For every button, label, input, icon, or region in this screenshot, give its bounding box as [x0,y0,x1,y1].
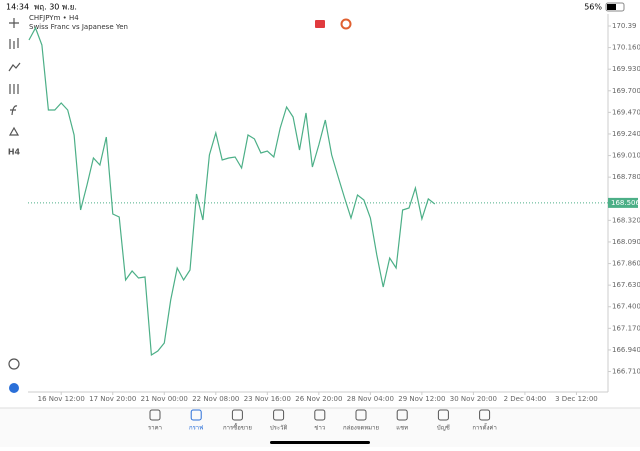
y-tick-label: 169.240 [612,130,640,138]
tab-icon[interactable] [149,409,161,421]
y-tick-label: 167.400 [612,303,640,311]
tab-label[interactable]: บัญชี [437,424,450,432]
y-tick-label: 169.700 [612,87,640,95]
tab-icon[interactable] [355,409,367,421]
x-tick-label: 16 Nov 12:00 [38,395,85,403]
current-price-label: 168.506 [611,199,640,207]
tab-label[interactable]: ราคา [148,425,162,432]
y-tick-label: 167.170 [612,324,640,332]
x-tick-label: 21 Nov 00:00 [141,395,188,403]
y-tick-label: 170.160 [612,44,640,52]
x-tick-label: 23 Nov 16:00 [244,395,291,403]
x-tick-label: 22 Nov 08:00 [192,395,239,403]
search-tool[interactable] [8,358,20,370]
indicators-tool[interactable] [8,62,21,72]
tab-bar [0,408,640,447]
home-indicator [270,441,370,444]
current-price-box [608,197,638,208]
function-tool[interactable] [10,105,18,116]
y-tick-label: 167.860 [612,260,640,268]
y-tick-label: 170.39 [612,22,637,30]
battery-icon [605,2,625,12]
one-click-trading[interactable] [315,20,325,28]
timeframe-button[interactable]: H4 [8,148,21,157]
status-battery: 56% [584,3,602,12]
y-tick-label: 169.930 [612,65,640,73]
y-tick-label: 166.710 [612,368,640,376]
settings-tool[interactable] [9,84,19,94]
tab-label[interactable]: การตั้งค่า [472,422,496,432]
x-tick-label: 29 Nov 12:00 [398,395,445,403]
tab-label[interactable]: ประวัติ [270,425,288,432]
price-line [28,26,436,357]
tab-icon[interactable] [396,409,408,421]
symbol-name: CHFJPYm • H4 [29,14,79,22]
crosshair-tool[interactable] [9,18,19,28]
y-tick-label: 169.010 [612,152,640,160]
x-tick-label: 26 Nov 20:00 [295,395,342,403]
status-time: 14:34 [6,3,29,12]
tab-icon[interactable] [437,409,449,421]
side-toolbar [8,18,21,370]
y-tick-label: 168.320 [612,216,640,224]
y-tick-label: 168.090 [612,238,640,246]
x-tick-label: 17 Nov 20:00 [89,395,136,403]
y-tick-label: 168.780 [612,173,640,181]
symbol-description: Swiss Franc vs Japanese Yen [29,23,128,31]
tab-icon[interactable] [314,409,326,421]
x-tick-label: 28 Nov 04:00 [347,395,394,403]
tab-icon[interactable] [273,409,285,421]
y-tick-label: 167.630 [612,281,640,289]
y-tick-label: 166.940 [612,346,640,354]
tab-icon[interactable] [231,409,243,421]
tab-icon[interactable] [479,409,491,421]
x-tick-label: 30 Nov 20:00 [450,395,497,403]
tab-label[interactable]: การซื้อขาย [223,422,252,432]
objects-tool[interactable] [8,126,20,136]
status-date: พฤ. 30 พ.ย. [34,3,77,12]
tab-label[interactable]: ข่าว [314,425,325,432]
battery-level [607,4,616,10]
tab-label[interactable]: กราฟ [189,425,203,432]
tab-label[interactable]: แชท [396,425,408,432]
x-tick-label: 3 Dec 12:00 [555,395,598,403]
broker-icon[interactable] [9,383,19,393]
tab-icon[interactable] [190,409,202,421]
y-tick-label: 169.470 [612,108,640,116]
chart-type-tool[interactable] [9,38,19,49]
tab-label[interactable]: กล่องจดหมาย [343,425,379,432]
signal-icon[interactable] [340,18,352,30]
x-tick-label: 2 Dec 04:00 [504,395,547,403]
